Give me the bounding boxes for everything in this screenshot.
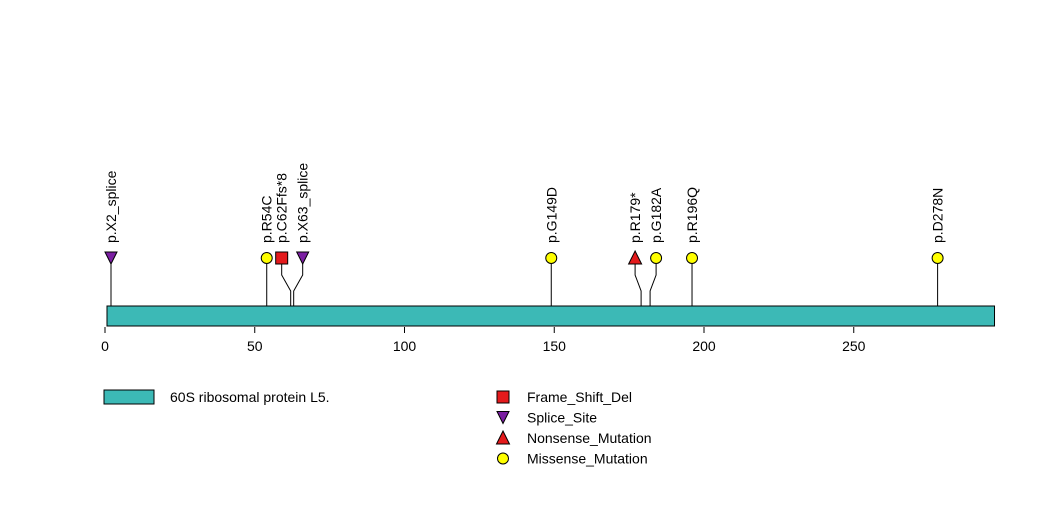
mutation-stem (649, 258, 657, 306)
mutation-type-legend: Frame_Shift_Del Splice_Site Nonsense_Mutat… (495, 389, 652, 467)
x-tick-label: 0 (101, 338, 109, 354)
legend-domain-swatch (103, 389, 155, 405)
mutation-marker-missense-mutation (260, 252, 273, 264)
mutation-marker-nonsense-mutation (627, 249, 643, 265)
mutation-stem (634, 258, 642, 306)
mutation-label: p.D278N (930, 188, 946, 243)
domain-legend: 60S ribosomal protein L5. (103, 389, 330, 405)
x-axis: 0 50 100 150 200 250 (101, 327, 866, 354)
mutation-label: p.G149D (543, 187, 559, 243)
legend-type-label: Missense_Mutation (527, 451, 648, 467)
mutation-label: p.R54C (259, 196, 275, 243)
mutation-stems (110, 258, 939, 306)
legend-marker-frame-shift-del (496, 390, 510, 404)
protein-domain-bar (106, 305, 996, 327)
mutation-label: p.X2_splice (103, 170, 119, 243)
x-tick-label: 200 (692, 338, 716, 354)
x-tick-label: 100 (393, 338, 417, 354)
x-tick-label: 150 (543, 338, 567, 354)
legend-marker-nonsense-mutation (495, 429, 511, 445)
mutation-label: p.X63_splice (295, 163, 311, 243)
mutation-marker-missense-mutation (650, 252, 663, 264)
mutation-marker-splice-site (295, 251, 310, 266)
mutation-marker-missense-mutation (931, 252, 944, 264)
mutation-stem (281, 258, 292, 306)
legend-type-label: Nonsense_Mutation (527, 430, 652, 446)
mutation-marker-missense-mutation (686, 252, 699, 264)
mutation-label: p.R179* (627, 192, 643, 243)
mutation-label: p.G182A (648, 187, 664, 243)
x-tick-label: 250 (842, 338, 866, 354)
mutation-marker-splice-site (104, 251, 118, 266)
mutation-marker-missense-mutation (545, 252, 558, 264)
mutation-label: p.C62Ffs*8 (274, 173, 290, 243)
x-tick-label: 50 (247, 338, 263, 354)
legend-marker-missense-mutation (497, 452, 509, 465)
mutation-stem (293, 258, 304, 306)
legend-type-label: Frame_Shift_Del (527, 389, 632, 405)
mutation-markers (104, 249, 944, 266)
protein-domain-layer (106, 305, 996, 327)
legend-marker-splice-site (496, 411, 510, 425)
mutation-label: p.R196Q (684, 187, 700, 243)
legend-domain-label: 60S ribosomal protein L5. (170, 389, 330, 405)
mutation-marker-frame-shift-del (275, 251, 289, 265)
legend-type-label: Splice_Site (527, 410, 597, 426)
